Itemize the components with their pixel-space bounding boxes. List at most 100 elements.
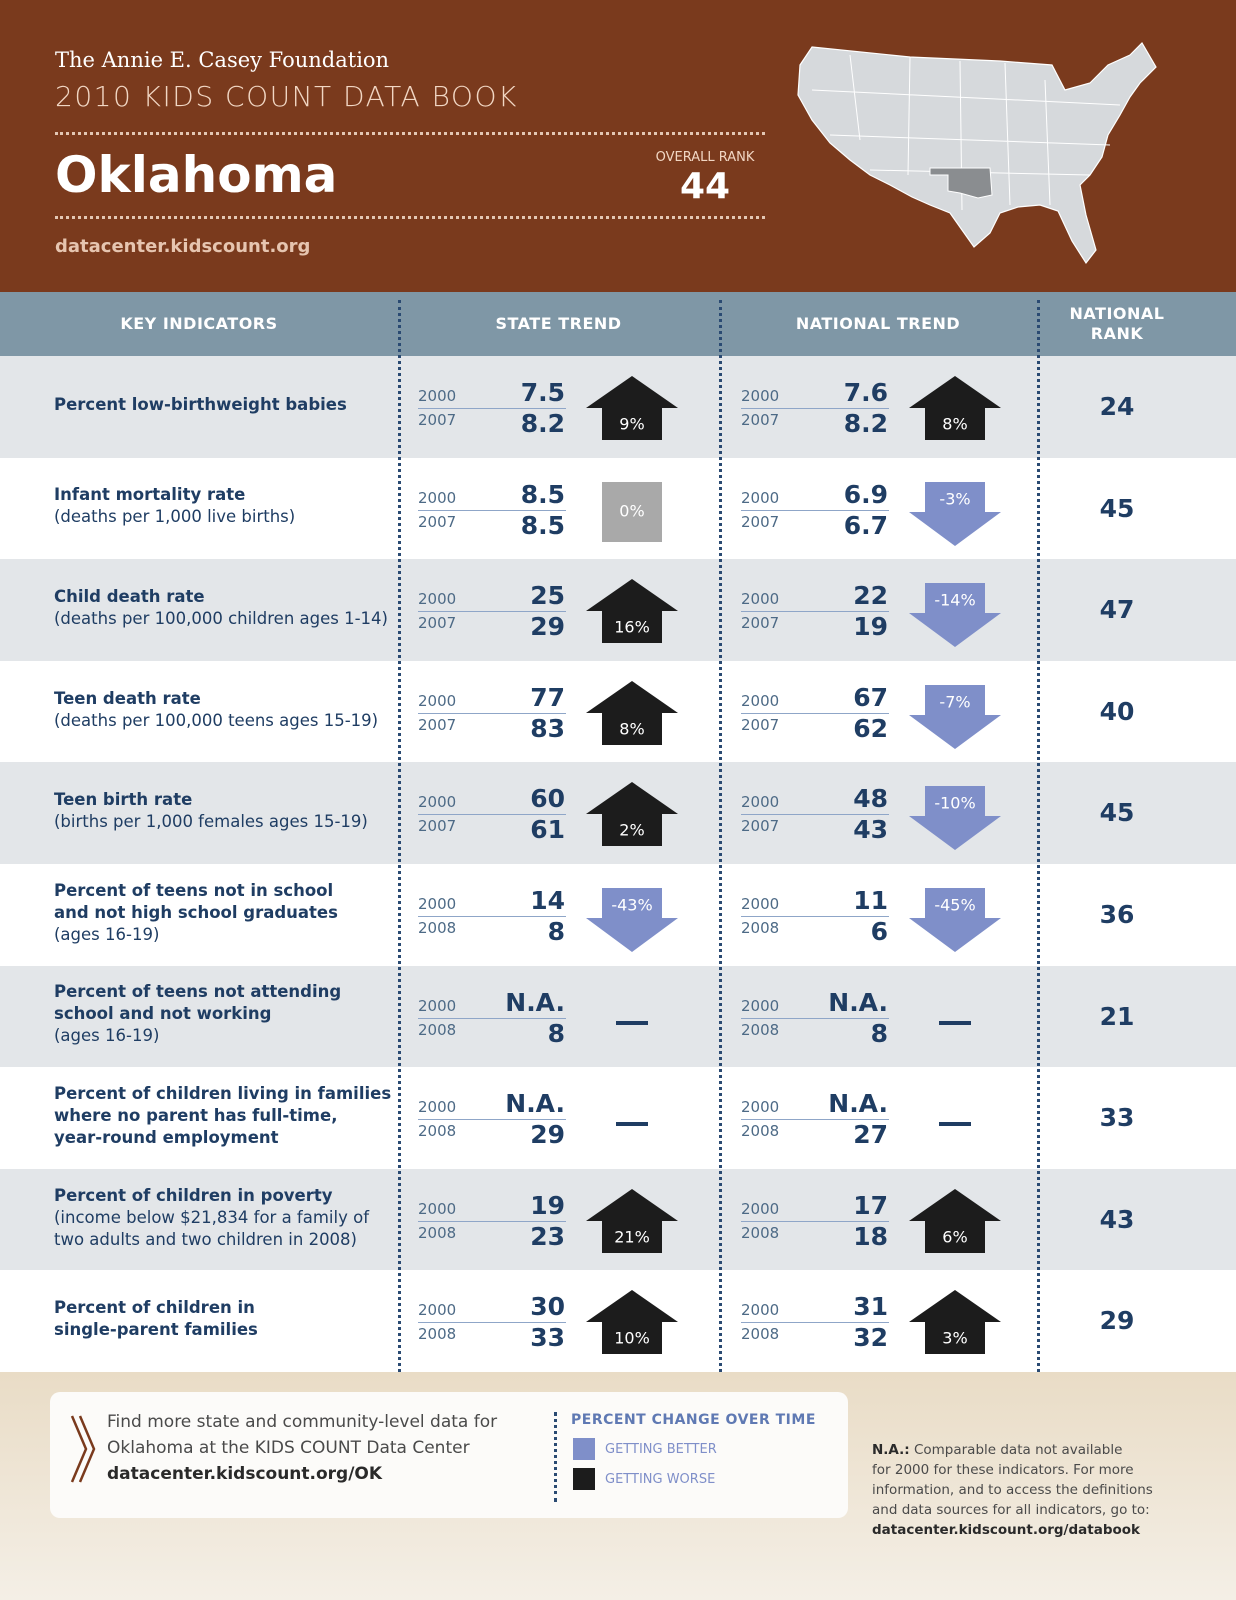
trend-icon: 9% [586,376,678,440]
value: 6.9 [843,479,888,509]
separator [418,712,566,714]
year: 2000 [741,488,780,507]
value: 8 [870,1018,888,1048]
value: 25 [530,581,565,611]
separator [741,814,889,816]
year: 2008 [741,1122,780,1141]
separator [741,1322,889,1324]
indicator-name: and not high school graduates [54,902,338,922]
value: 8.2 [520,409,565,438]
separator [741,1017,889,1019]
year: 2000 [741,1199,780,1218]
indicator-name: single-parent families [54,1320,258,1340]
value: 14 [530,886,565,915]
year: 2000 [418,691,457,710]
trend-icon: -14% [909,583,1001,648]
indicator-name: Child death rate [54,586,205,606]
indicator-name: Infant mortality rate [54,485,246,505]
down-arrow [909,481,1001,546]
trend-icon: 8% [586,680,678,745]
trend-icon [939,1122,971,1127]
national-rank: 24 [1099,392,1135,421]
trend-icon: -43% [586,888,678,952]
percent-change: 2% [619,821,644,840]
percent-change: 0% [619,501,644,520]
up-arrow [586,1290,678,1355]
separator [741,611,889,613]
value: 31 [853,1292,888,1322]
value: 62 [853,713,888,743]
up-arrow [909,1290,1001,1355]
find-more: Oklahoma at the KIDS COUNT Data Center [107,1438,470,1458]
note-label: N.A.: [872,1442,910,1458]
percent-change: -14% [934,591,975,610]
trend-icon: 8% [909,376,1001,440]
national-rank: 36 [1099,900,1135,929]
year: 2007 [418,512,457,531]
state-name: Oklahoma [55,146,338,204]
value: 60 [530,784,565,814]
national-rank: 29 [1099,1306,1135,1336]
separator [418,1017,566,1019]
table-header: KEY INDICATORS STATE TREND NATIONAL TREND N… [0,292,1236,356]
column-header: NATIONAL [1069,304,1165,323]
separator [741,1220,889,1222]
separator [418,1119,566,1121]
indicator-note: (income below $21,834 for a family of [54,1207,369,1227]
down-arrow [586,888,678,952]
percent-change: -7% [939,692,970,711]
year: 2000 [418,590,457,609]
column-divider [719,300,722,1378]
trend-icon: -45% [909,888,1001,952]
footer-box: Find more state and community-level data… [50,1392,848,1518]
trend-icon: 10% [586,1290,678,1355]
value: 7.6 [843,378,888,407]
year: 2007 [418,715,457,734]
trend-icon: -7% [909,684,1001,749]
separator [741,916,889,917]
year: 2008 [418,1325,457,1344]
up-arrow [586,782,678,847]
trend-icon: 3% [909,1290,1001,1355]
up-arrow [586,579,678,644]
percent-change: 10% [614,1329,650,1348]
value: N.A. [828,987,888,1017]
year: 2000 [741,1098,780,1117]
table-row: Infant mortality rate (deaths per 1,000 l… [0,457,1236,560]
note-line: for 2000 for these indicators. For more [872,1460,1153,1480]
find-url: datacenter.kidscount.org/OK [107,1464,383,1484]
year: 2000 [418,1199,457,1218]
separator [418,814,566,816]
down-arrow [909,888,1001,952]
value: 8 [547,1018,565,1048]
indicator-note: two adults and two children in 2008) [54,1229,357,1249]
year: 2000 [418,1301,457,1320]
value: 8.2 [843,409,888,438]
year: 2000 [741,895,780,913]
table-row: Percent of teens not in school and not hi… [0,864,1236,966]
year: 2007 [418,817,457,836]
year: 2008 [418,1223,457,1242]
legend-label: GETTING BETTER [605,1442,717,1457]
value: N.A. [505,987,565,1017]
separator [418,1220,566,1222]
year: 2007 [741,614,780,633]
indicator-name: Percent of teens not in school [54,880,334,900]
year: 2008 [741,1325,780,1344]
percent-change: 3% [942,1329,967,1348]
table-row: Percent of children in poverty (income be… [0,1168,1236,1271]
separator [741,1119,889,1121]
year: 2007 [418,411,457,429]
separator [418,916,566,917]
up-arrow [586,680,678,745]
up-arrow [909,376,1001,440]
indicator-name: year-round employment [54,1127,279,1147]
separator [418,611,566,613]
up-arrow [586,376,678,440]
indicator-note: (ages 16-19) [54,1026,160,1046]
value: 32 [853,1323,888,1353]
national-rank: 45 [1099,798,1135,828]
trend-icon: 0% [602,481,662,542]
year: 2008 [741,919,780,937]
